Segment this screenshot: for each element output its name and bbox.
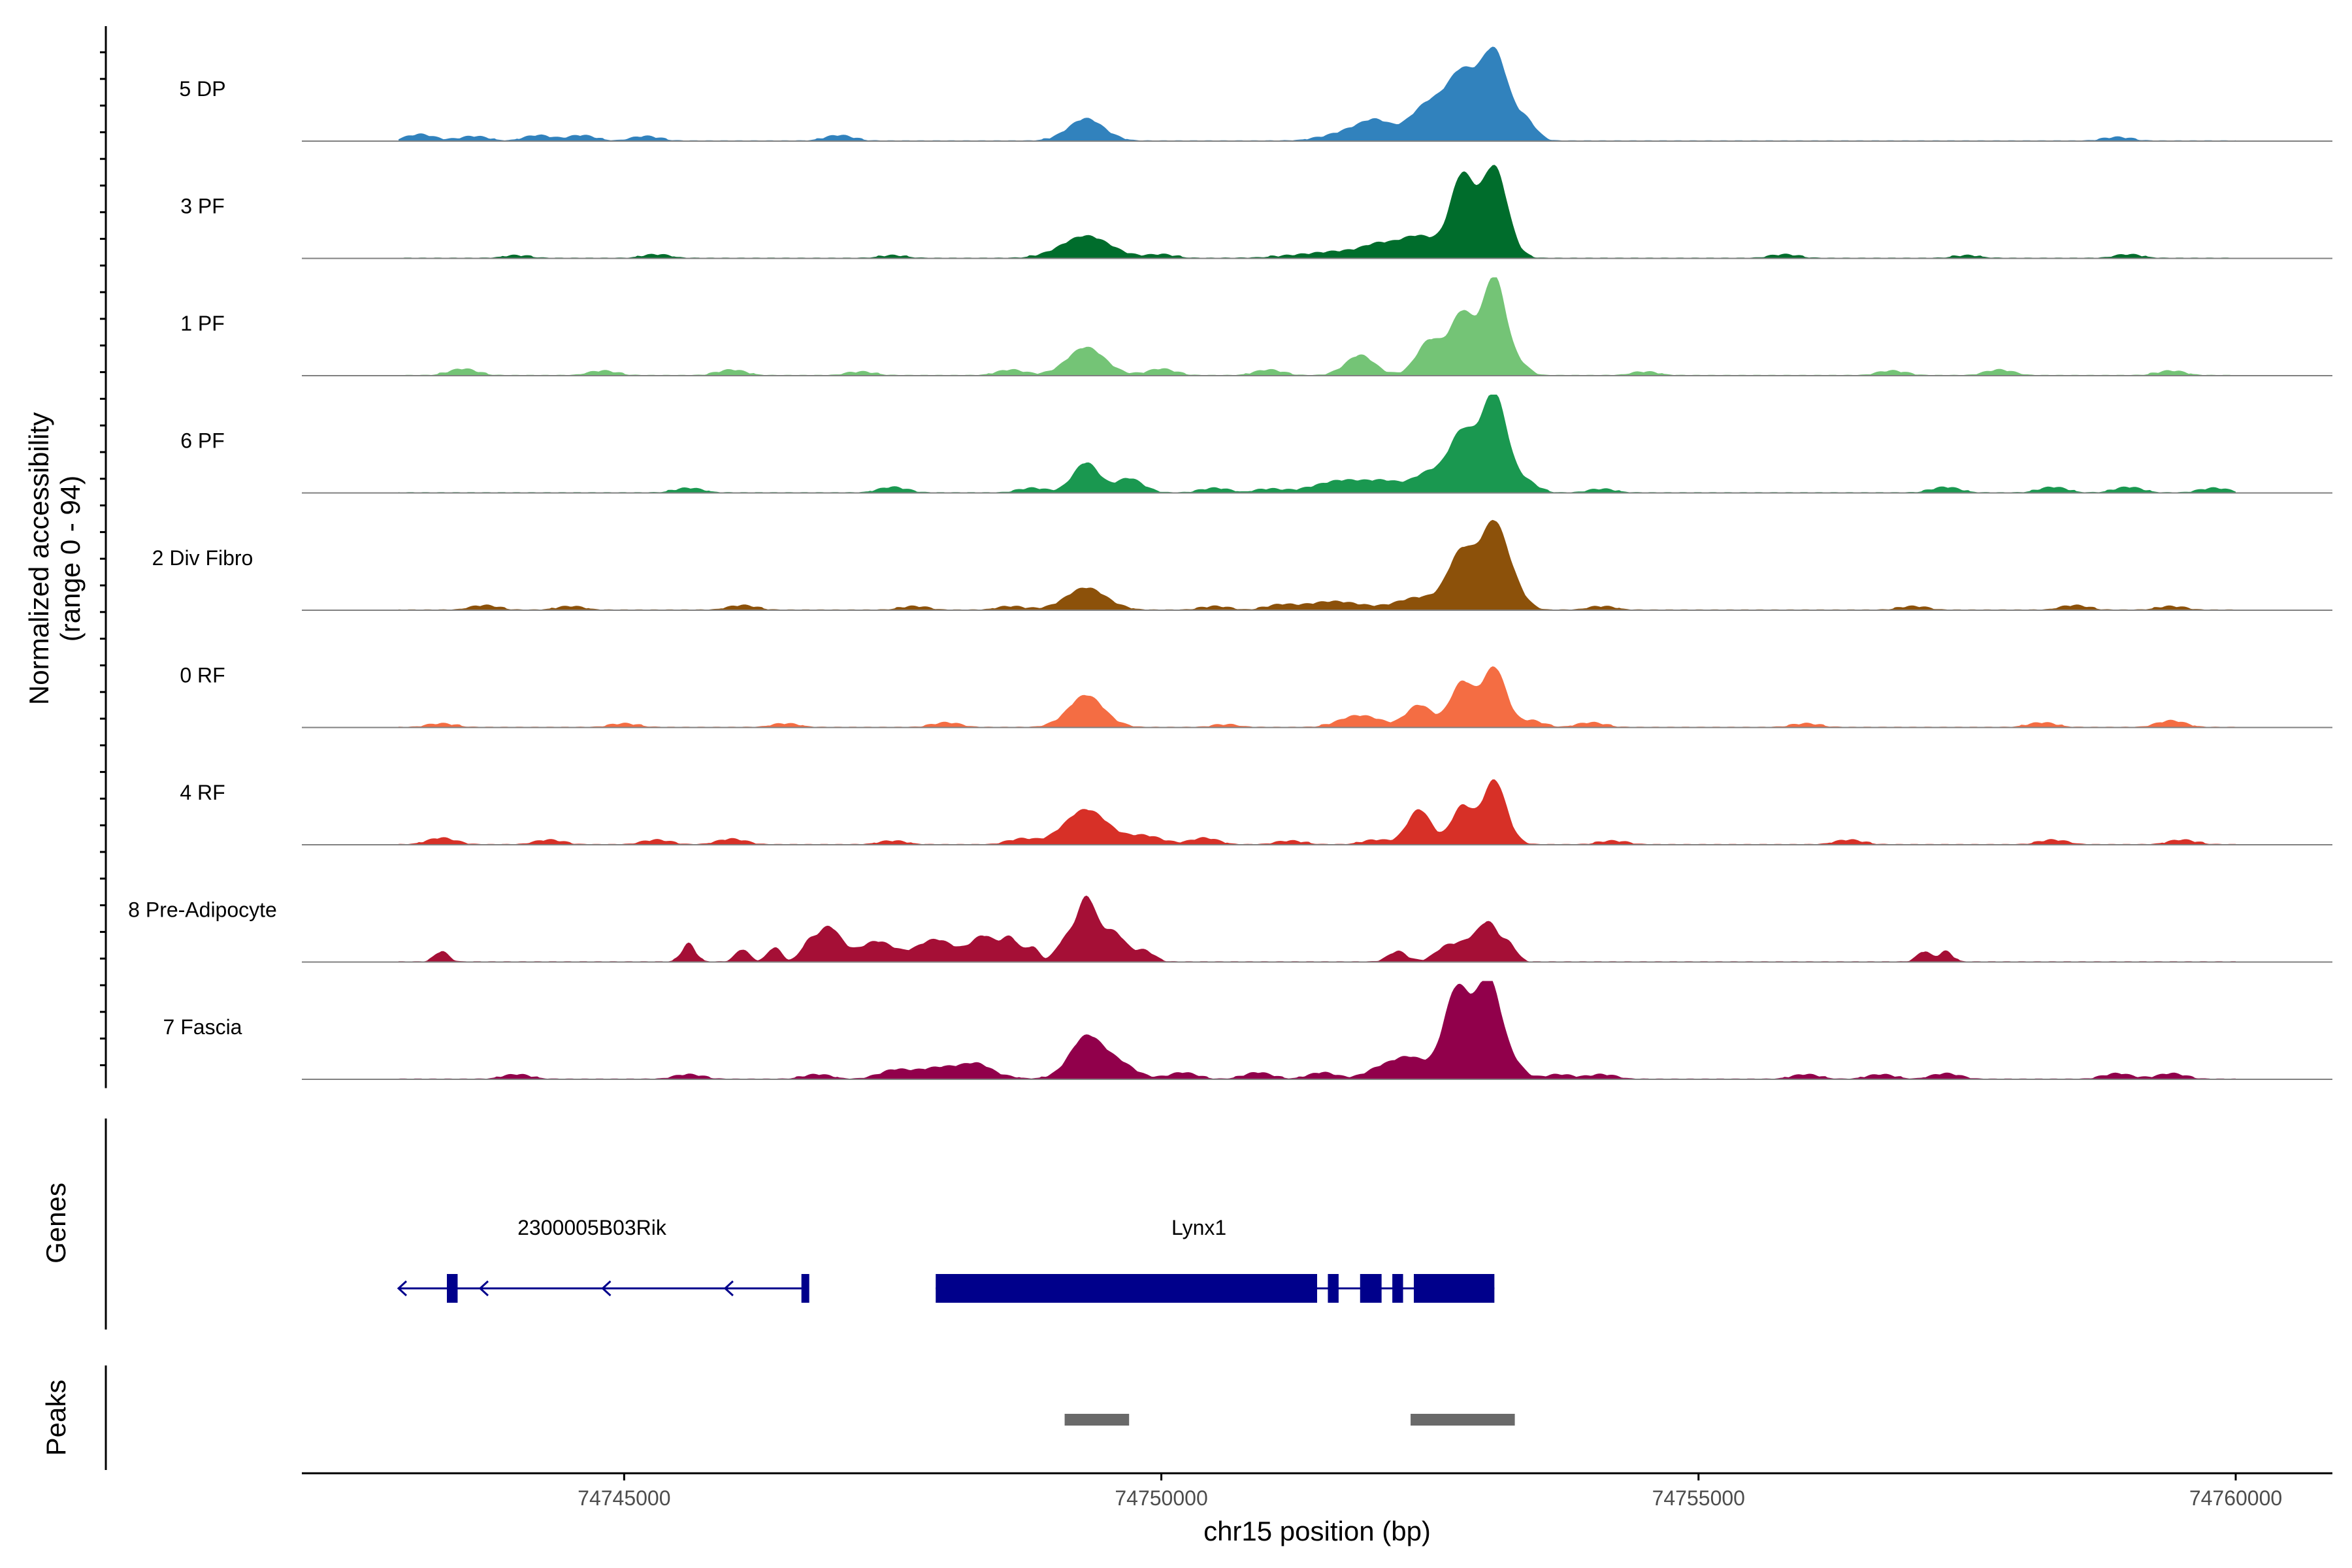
x-tick-label: 74750000 [1115,1486,1207,1510]
x-tick-label: 74760000 [2189,1486,2282,1510]
coverage-area-6 [399,779,2236,845]
coverage-y-axis [100,26,107,1088]
y-axis-range-label: (range 0 - 94) [55,476,86,642]
peaks-track [105,1365,1515,1470]
strand-arrow [397,1280,408,1297]
genes-track-title: Genes [41,1183,71,1264]
coverage-area-7 [399,895,2236,962]
gene-exon [447,1274,458,1303]
strand-arrow [723,1280,734,1297]
track-labels: 5 DP 3 PF 1 PF 6 PF 2 Div Fibro 0 RF 4 RF 8 Pre… [128,77,277,1039]
x-tick-label: 74745000 [578,1486,670,1510]
x-axis-title: chr15 position (bp) [1203,1516,1431,1546]
y-axis-title: Normalized accessibility [24,412,54,705]
gene-exon [1360,1274,1382,1303]
gene-exon [936,1274,1317,1303]
peaks-track-title: Peaks [41,1380,71,1456]
coverage-area-4 [399,519,2236,610]
track-label-5: 0 RF [180,664,225,687]
gene-Lynx1: Lynx1 [936,1216,1495,1303]
gene-exon [1392,1274,1403,1303]
track-label-7: 8 Pre-Adipocyte [128,898,277,922]
peak-region-1 [1411,1414,1515,1426]
strand-arrow [478,1280,489,1297]
track-label-4: 2 Div Fibro [152,546,253,570]
gene-exon [1328,1274,1339,1303]
coverage-area-8 [399,981,2236,1079]
x-tick-label: 74755000 [1652,1486,1745,1510]
gene-exon [801,1274,809,1303]
coverage-area-1 [399,165,2236,258]
coverage-area-5 [399,666,2236,727]
track-label-8: 7 Fascia [163,1015,242,1039]
track-label-2: 1 PF [180,312,225,335]
strand-arrow [601,1280,612,1297]
coverage-area-2 [399,277,2236,376]
coverage-area-3 [399,395,2236,493]
track-label-1: 3 PF [180,195,225,218]
peak-region-0 [1064,1414,1130,1426]
gene-label: 2300005B03Rik [517,1216,667,1239]
track-label-6: 4 RF [180,781,225,804]
coverage-area-0 [399,46,2236,141]
genes-track: 2300005B03Rik Lynx1 [105,1119,1495,1330]
x-axis: 74745000 74750000 74755000 74760000 [302,1472,2332,1510]
track-label-0: 5 DP [179,77,225,101]
gene-exon [1414,1274,1495,1303]
gene-2300005B03Rik: 2300005B03Rik [397,1216,809,1303]
track-label-3: 6 PF [180,429,225,453]
gene-label: Lynx1 [1171,1216,1226,1239]
coverage-tracks [302,46,2332,1080]
